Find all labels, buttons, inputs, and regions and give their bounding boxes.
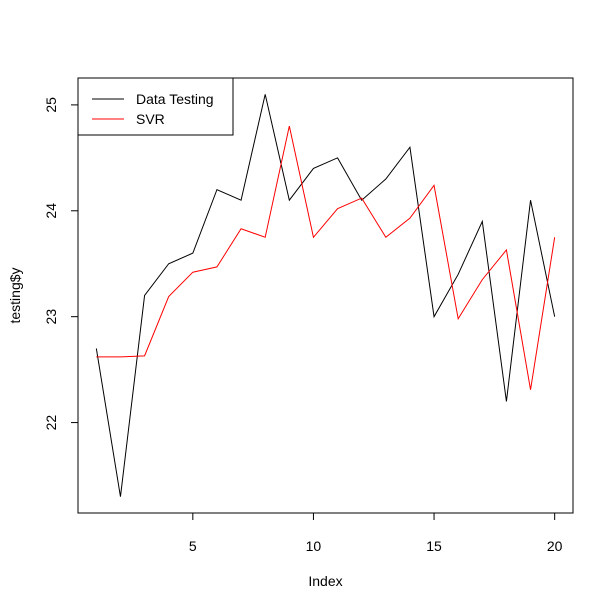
legend-box	[77, 77, 234, 136]
y-tick-label: 23	[43, 309, 59, 325]
series-line-svr	[96, 125, 556, 390]
x-tick-label: 15	[426, 538, 442, 554]
series-layer	[95, 94, 556, 497]
series-line-data-testing	[95, 94, 556, 497]
y-tick-label: 22	[43, 415, 59, 431]
y-axis-title: testing$y	[7, 267, 23, 323]
x-tick-label: 10	[306, 538, 322, 554]
y-axis: 22 23 24 25	[43, 97, 79, 431]
x-tick-label: 5	[189, 538, 197, 554]
legend-label-svr: SVR	[136, 111, 165, 127]
legend-label-data-testing: Data Testing	[136, 91, 214, 107]
legend: Data Testing SVR	[77, 77, 234, 136]
y-tick-label: 25	[43, 97, 59, 113]
x-axis-title: Index	[308, 573, 342, 589]
x-axis: 5 10 15 20	[189, 512, 563, 554]
y-tick-label: 24	[43, 203, 59, 219]
x-tick-label: 20	[547, 538, 563, 554]
